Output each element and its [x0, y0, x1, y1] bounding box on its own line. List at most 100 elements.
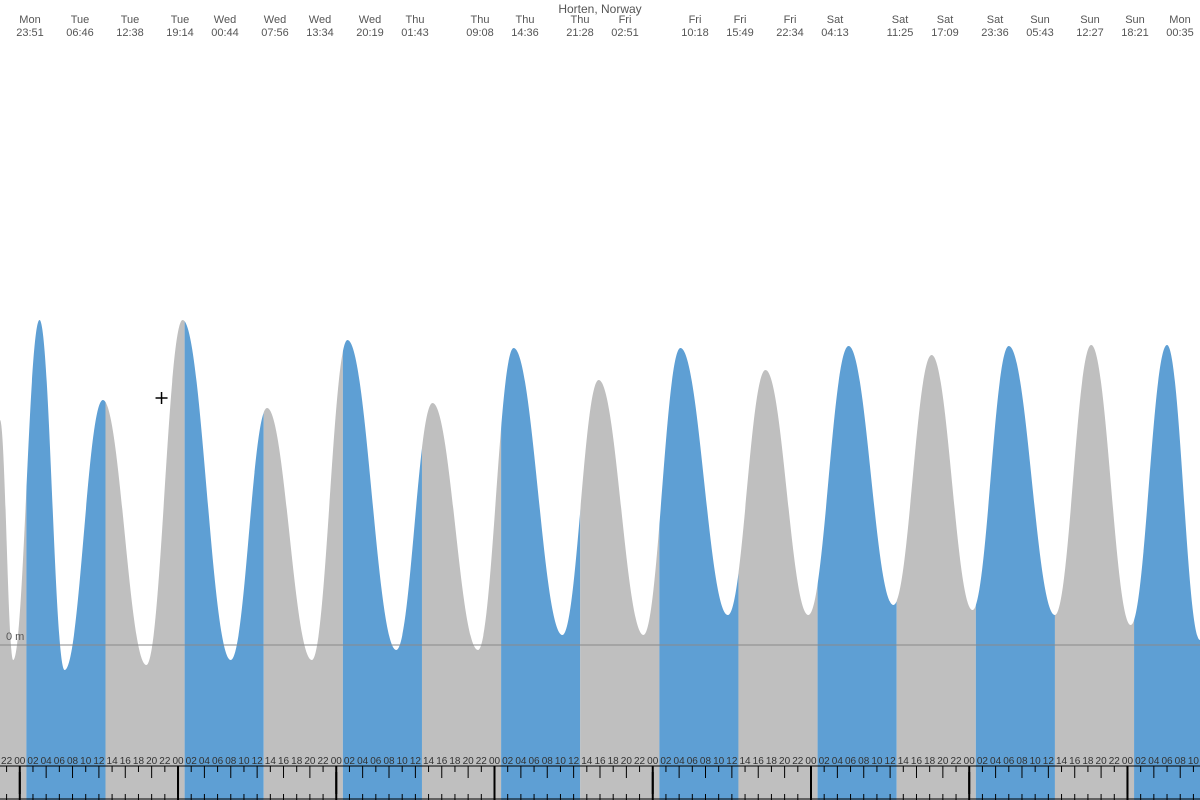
x-tick-label: 04 — [1148, 756, 1160, 767]
x-tick-label: 16 — [120, 756, 132, 767]
extrema-label: Fri10:18 — [681, 14, 709, 40]
x-tick-label: 00 — [964, 756, 976, 767]
x-tick-label: 20 — [463, 756, 475, 767]
x-tick-label: 02 — [819, 756, 831, 767]
x-tick-label: 22 — [476, 756, 488, 767]
x-tick-label: 08 — [1016, 756, 1028, 767]
x-tick-label: 04 — [515, 756, 527, 767]
x-tick-label: 06 — [687, 756, 699, 767]
extrema-label: Wed13:34 — [306, 14, 334, 40]
x-tick-label: 12 — [1043, 756, 1055, 767]
x-tick-label: 00 — [489, 756, 501, 767]
x-tick-label: 20 — [779, 756, 791, 767]
x-tick-label: 12 — [726, 756, 738, 767]
x-tick-label: 16 — [594, 756, 606, 767]
x-tick-label: 08 — [225, 756, 237, 767]
x-tick-label: 14 — [423, 756, 435, 767]
tide-chart: Horten, Norway 2200020406081012141618202… — [0, 0, 1200, 800]
x-tick-label: 00 — [647, 756, 659, 767]
x-tick-label: 22 — [634, 756, 646, 767]
x-tick-label: 06 — [1161, 756, 1173, 767]
extrema-label: Thu09:08 — [466, 14, 494, 40]
x-tick-label: 20 — [937, 756, 949, 767]
extrema-label: Fri22:34 — [776, 14, 804, 40]
x-tick-label: 10 — [713, 756, 725, 767]
x-tick-label: 02 — [344, 756, 356, 767]
extrema-label: Fri02:51 — [611, 14, 639, 40]
x-tick-label: 00 — [805, 756, 817, 767]
x-tick-label: 12 — [568, 756, 580, 767]
x-tick-label: 02 — [660, 756, 672, 767]
extrema-label: Mon00:35 — [1166, 14, 1194, 40]
x-tick-label: 22 — [950, 756, 962, 767]
x-tick-label: 08 — [383, 756, 395, 767]
x-tick-label: 10 — [397, 756, 409, 767]
x-tick-label: 14 — [1056, 756, 1068, 767]
x-tick-label: 22 — [318, 756, 330, 767]
extrema-label: Wed07:56 — [261, 14, 289, 40]
x-tick-label: 12 — [885, 756, 897, 767]
x-tick-label: 22 — [159, 756, 171, 767]
x-tick-label: 04 — [199, 756, 211, 767]
x-tick-label: 14 — [107, 756, 119, 767]
x-tick-label: 10 — [1188, 756, 1200, 767]
x-tick-label: 20 — [1096, 756, 1108, 767]
x-tick-label: 06 — [1003, 756, 1015, 767]
extrema-label: Tue12:38 — [116, 14, 144, 40]
x-tick-label: 12 — [252, 756, 264, 767]
x-tick-label: 08 — [700, 756, 712, 767]
extrema-label: Thu14:36 — [511, 14, 539, 40]
extrema-label: Sat04:13 — [821, 14, 849, 40]
x-tick-label: 18 — [1082, 756, 1094, 767]
x-tick-label: 16 — [1069, 756, 1081, 767]
x-tick-label: 16 — [753, 756, 765, 767]
extrema-label: Wed00:44 — [211, 14, 239, 40]
x-tick-label: 02 — [977, 756, 989, 767]
x-tick-label: 18 — [133, 756, 145, 767]
extrema-label: Sun18:21 — [1121, 14, 1149, 40]
x-tick-label: 12 — [93, 756, 105, 767]
x-tick-label: 04 — [674, 756, 686, 767]
x-tick-label: 22 — [1109, 756, 1121, 767]
x-tick-label: 02 — [502, 756, 514, 767]
extrema-label: Thu01:43 — [401, 14, 429, 40]
x-tick-label: 18 — [291, 756, 303, 767]
x-tick-label: 04 — [357, 756, 369, 767]
extrema-label: Tue06:46 — [66, 14, 94, 40]
x-tick-label: 00 — [1122, 756, 1134, 767]
x-tick-label: 16 — [911, 756, 923, 767]
x-tick-label: 04 — [832, 756, 844, 767]
x-tick-label: 00 — [14, 756, 26, 767]
x-tick-label: 16 — [436, 756, 448, 767]
x-tick-label: 14 — [581, 756, 593, 767]
x-tick-label: 08 — [858, 756, 870, 767]
zero-line-label: 0 m — [6, 631, 24, 643]
x-tick-label: 06 — [54, 756, 66, 767]
x-tick-label: 14 — [898, 756, 910, 767]
x-tick-label: 08 — [1175, 756, 1187, 767]
x-tick-label: 10 — [80, 756, 92, 767]
x-tick-label: 18 — [766, 756, 778, 767]
extrema-label: Mon23:51 — [16, 14, 44, 40]
x-tick-label: 20 — [621, 756, 633, 767]
x-tick-label: 18 — [449, 756, 461, 767]
x-tick-label: 10 — [871, 756, 883, 767]
extrema-label: Sun12:27 — [1076, 14, 1104, 40]
chart-svg: 2200020406081012141618202200020406081012… — [0, 0, 1200, 800]
x-tick-label: 10 — [1030, 756, 1042, 767]
extrema-label: Sat23:36 — [981, 14, 1009, 40]
x-tick-label: 02 — [186, 756, 198, 767]
x-tick-label: 04 — [990, 756, 1002, 767]
x-tick-label: 00 — [331, 756, 343, 767]
x-tick-label: 14 — [739, 756, 751, 767]
x-tick-label: 10 — [555, 756, 567, 767]
x-tick-label: 06 — [212, 756, 224, 767]
x-tick-label: 04 — [41, 756, 53, 767]
x-tick-label: 06 — [845, 756, 857, 767]
x-tick-label: 10 — [238, 756, 250, 767]
extrema-label: Tue19:14 — [166, 14, 194, 40]
extrema-label: Sat11:25 — [887, 14, 914, 40]
x-tick-label: 06 — [529, 756, 541, 767]
x-tick-label: 20 — [146, 756, 158, 767]
x-tick-label: 08 — [67, 756, 79, 767]
